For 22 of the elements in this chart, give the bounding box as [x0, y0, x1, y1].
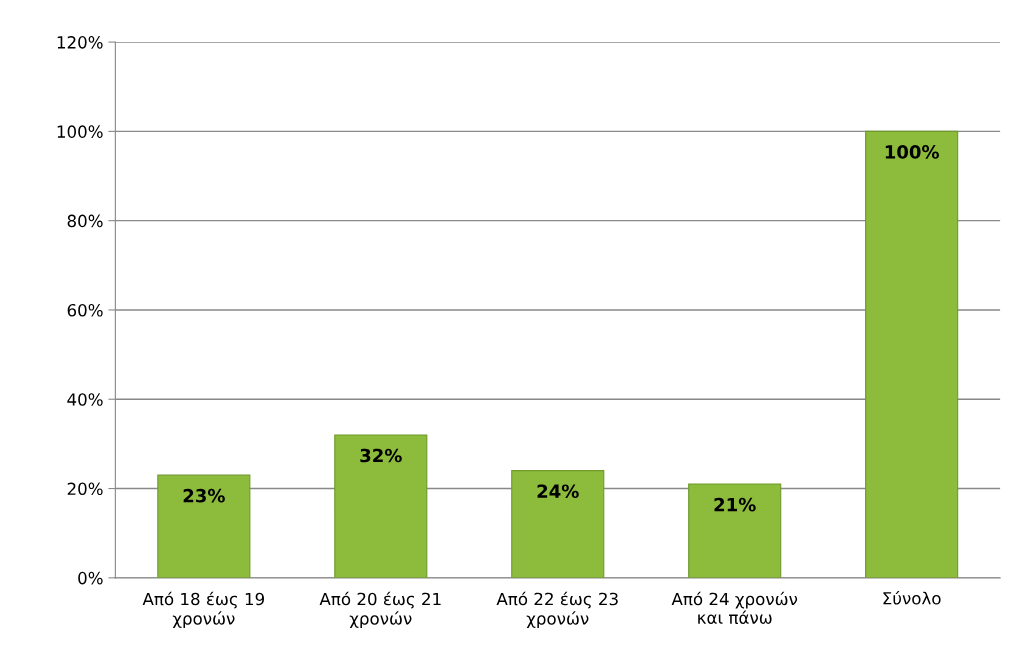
data-label: 21%	[714, 497, 756, 512]
x-tick-label: Από 20 έως 21 χρονών	[319, 591, 441, 629]
x-tick-label: Σύνολο	[883, 591, 941, 605]
x-tick-label: Από 24 χρονών και πάνω	[671, 591, 798, 625]
y-tick-label: 80%	[67, 214, 103, 228]
bar	[865, 130, 959, 578]
data-label: 24%	[537, 484, 579, 499]
x-tick-label: Από 18 έως 19 χρονών	[142, 591, 265, 629]
y-tick-label: 40%	[67, 393, 103, 406]
bar	[511, 470, 605, 578]
bar	[688, 483, 782, 578]
y-tick-label: 0%	[78, 571, 103, 585]
bar	[157, 474, 251, 578]
data-label: 23%	[183, 488, 225, 503]
data-label: 100%	[885, 145, 939, 159]
y-tick-label: 100%	[57, 125, 103, 138]
bar	[334, 434, 428, 578]
x-tick-label: Από 22 έως 23 χρονών	[496, 591, 618, 629]
y-tick-label: 20%	[67, 482, 103, 496]
y-tick-label: 120%	[57, 36, 103, 49]
y-tick-label: 60%	[67, 303, 103, 317]
data-label: 32%	[360, 448, 402, 463]
